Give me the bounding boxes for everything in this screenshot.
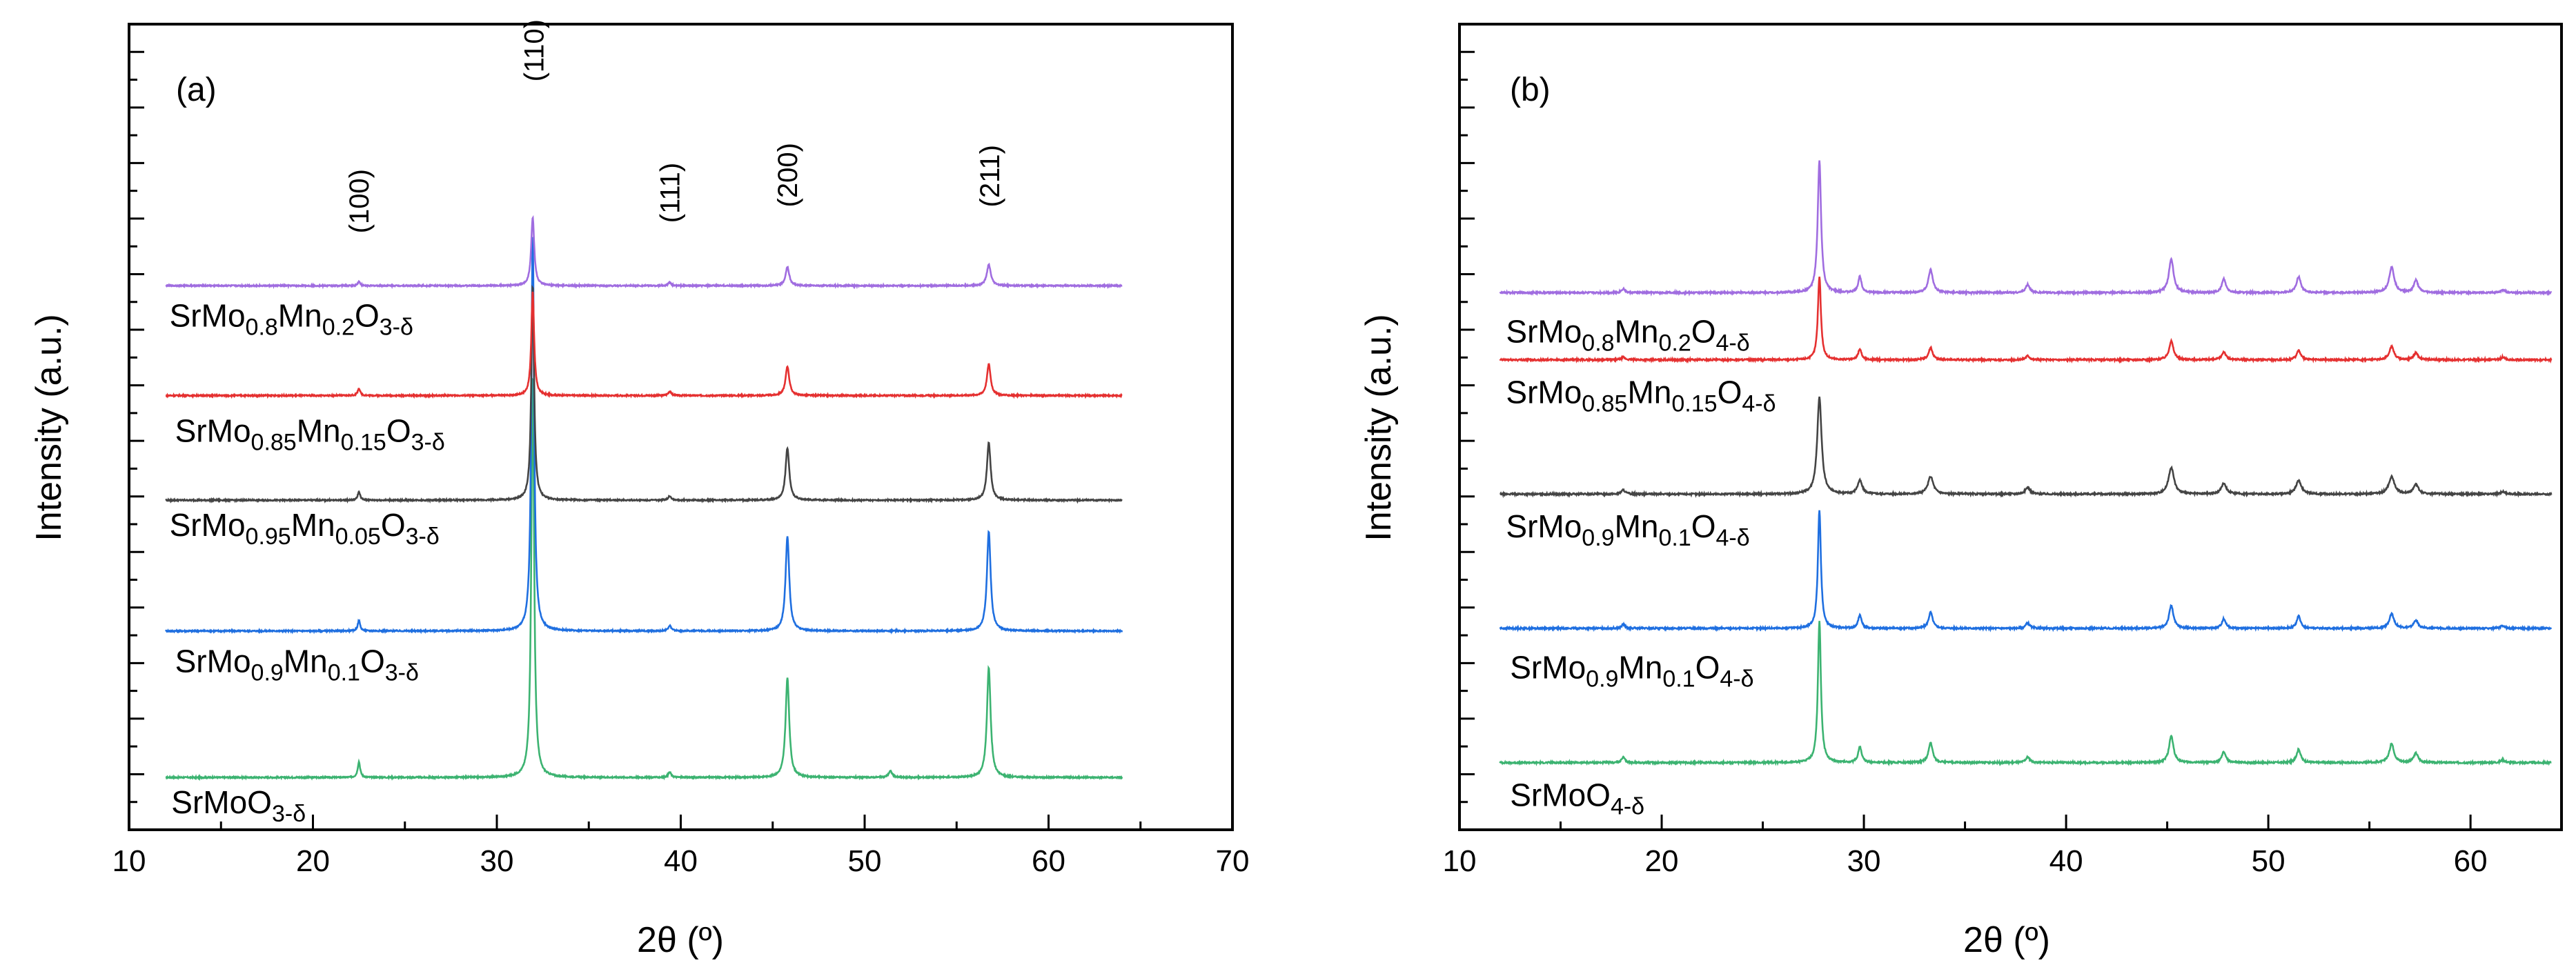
panel-b-y-axis-title: Intensity (a.u.) [1359,314,1399,541]
series-label: SrMo0.9Mn0.1O4-δ [1506,508,1749,551]
x-tick-label: 30 [480,844,514,878]
series-line [165,377,1123,781]
series-line [165,215,1123,290]
panel-a: (a) 2θ (º) Intensity (a.u.) 10 20 30 40 50 60… [29,19,1249,960]
series-label: SrMoO4-δ [1510,777,1644,819]
panel-a-x-axis-title: 2θ (º) [637,920,724,960]
series-label: SrMo0.85Mn0.15O3-δ [175,413,445,456]
series-label: SrMo0.85Mn0.15O4-δ [1506,374,1776,417]
x-tick-label: 50 [2252,844,2285,878]
series-label: SrMo0.8Mn0.2O4-δ [1506,314,1749,357]
x-tick-label: 10 [1443,844,1477,878]
x-tick-label: 70 [1216,844,1250,878]
x-tick-label: 60 [2454,844,2488,878]
series-line [1499,510,2553,633]
panel-b: (b) 2θ (º) Intensity (a.u.) 10 20 30 40 50 60… [1359,23,2563,960]
x-tick-label: 40 [664,844,698,878]
x-tick-label: 10 [112,844,146,878]
peak-index-label: (110) [519,19,549,81]
series-line [1500,396,2553,499]
series-line [1499,277,2553,364]
series-line [1499,160,2553,297]
panel-a-y-axis-title: Intensity (a.u.) [29,314,69,541]
x-tick-label: 60 [1032,844,1065,878]
series-line [165,291,1123,399]
series-line [165,237,1123,635]
panel-b-plot-frame [1458,23,2563,831]
series-label: SrMo0.8Mn0.2O3-δ [170,298,413,341]
x-tick-label: 30 [1847,844,1881,878]
series-label: SrMo0.9Mn0.1O4-δ [1510,649,1753,692]
peak-index-label: (111) [656,163,686,223]
panel-b-label: (b) [1510,72,1551,108]
x-tick-label: 50 [848,844,882,878]
panel-a-plot-frame [128,23,1234,831]
series-label: SrMoO3-δ [171,784,306,827]
panel-b-x-axis-title: 2θ (º) [1963,920,2050,960]
x-tick-label: 20 [296,844,330,878]
x-tick-label: 40 [2049,844,2083,878]
series-line [1499,621,2552,767]
peak-index-label: (200) [773,143,803,207]
panel-a-label: (a) [176,72,217,108]
peak-index-label: (211) [975,145,1005,207]
series-label: SrMo0.95Mn0.05O3-δ [170,507,440,550]
series-label: SrMo0.9Mn0.1O3-δ [175,643,419,686]
series-line [165,284,1123,504]
x-tick-label: 20 [1645,844,1679,878]
peak-index-label: (100) [344,169,375,233]
